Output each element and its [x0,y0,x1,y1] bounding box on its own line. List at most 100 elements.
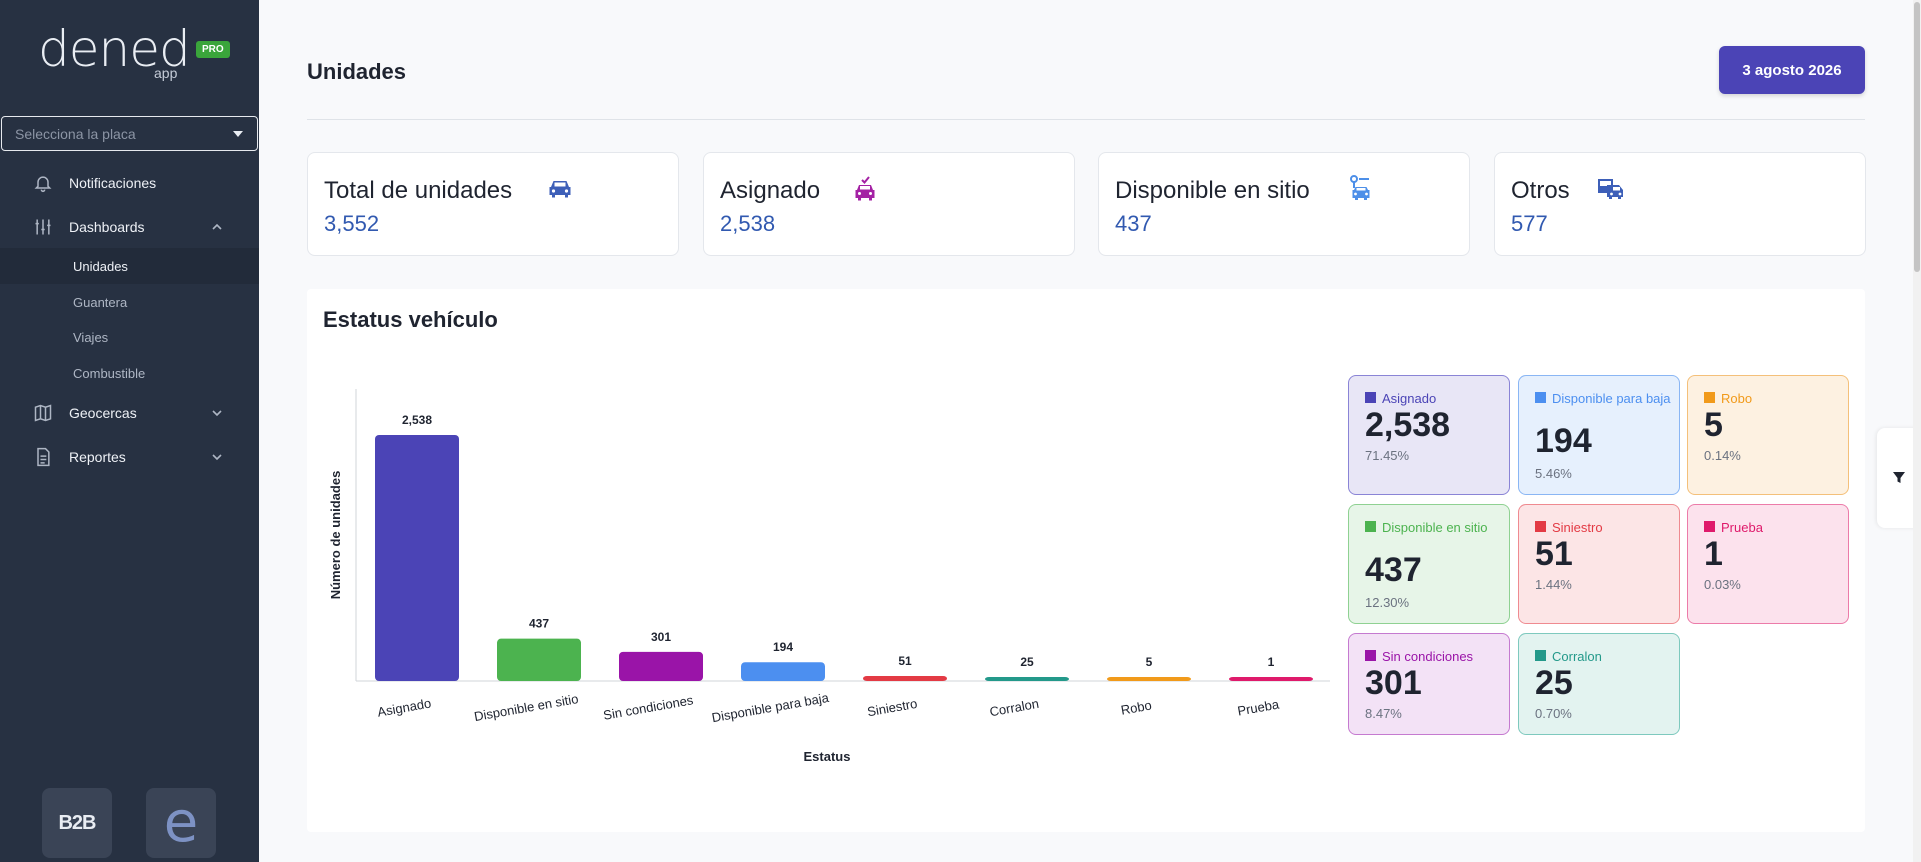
sidebar-item-notificaciones[interactable]: Notificaciones [0,163,259,203]
sidebar-subitem-viajes[interactable]: Viajes [0,319,259,355]
legend-label: Asignado [1382,391,1437,406]
brand-logo[interactable]: dened app PRO [38,20,230,86]
x-tick-label: Corralon [988,696,1040,719]
legend-percent: 12.30% [1365,595,1410,610]
bar-value-label: 25 [1020,655,1034,669]
bell-icon [34,176,52,193]
chevron-down-icon [212,410,222,417]
legend-value: 51 [1535,535,1573,573]
sidebar-item-label: Geocercas [69,405,137,421]
bar-value-label: 51 [898,654,912,668]
legend-label: Siniestro [1552,520,1603,535]
legend-value: 25 [1535,664,1573,702]
legend-value: 437 [1365,551,1422,589]
bar-value-label: 5 [1146,655,1153,669]
legend-card-robo[interactable]: Robo 5 0.14% [1687,375,1849,495]
sidebar-subitem-label: Viajes [73,329,109,345]
stat-value: 437 [1115,211,1152,236]
legend-percent: 0.70% [1535,706,1572,721]
bar-sin-condiciones[interactable] [619,651,703,681]
bar-disponible-en-sitio[interactable] [497,638,581,681]
stat-card-disponible: Disponible en sitio 437 [1098,152,1470,256]
plate-select-placeholder: Selecciona la placa [15,125,136,142]
document-icon [37,447,50,467]
legend-percent: 71.45% [1365,448,1410,463]
bar-value-label: 194 [773,640,793,654]
car-icon [549,181,571,198]
bar-value-label: 1 [1268,655,1275,669]
brand-name: dened [38,20,191,78]
sidebar-item-reportes[interactable]: Reportes [0,437,259,477]
stat-title: Total de unidades [324,177,513,204]
b2b-logo-text: B2B [58,811,96,834]
legend-color-swatch [1365,392,1376,403]
legend-value: 301 [1365,664,1422,702]
legend-color-swatch [1535,392,1546,403]
sidebar-item-label: Reportes [69,449,126,465]
sidebar-subitem-label: Guantera [73,294,128,310]
legend-percent: 5.46% [1535,466,1572,481]
bar-robo[interactable] [1107,677,1191,681]
legend-label: Prueba [1721,520,1763,535]
bar-value-label: 2,538 [402,413,432,427]
legend-value: 194 [1535,422,1592,460]
plate-select[interactable]: Selecciona la placa [1,116,258,151]
stat-title: Disponible en sitio [1115,177,1310,204]
truck-icon [1598,179,1623,199]
legend-value: 1 [1704,535,1723,573]
pro-badge: PRO [196,41,230,58]
x-tick-label: Asignado [376,695,432,719]
legend-label: Disponible para baja [1552,391,1671,406]
legend-percent: 1.44% [1535,577,1572,592]
x-tick-label: Siniestro [866,696,918,720]
stat-card-asignado: Asignado 2,538 [703,152,1075,256]
sidebar-subitem-guantera[interactable]: Guantera [0,284,259,320]
legend-card-siniestro[interactable]: Siniestro 51 1.44% [1518,504,1680,624]
legend-percent: 0.03% [1704,577,1741,592]
date-picker-button[interactable]: 3 agosto 2026 [1719,46,1865,94]
legend-percent: 0.14% [1704,448,1741,463]
bar-prueba[interactable] [1229,677,1313,681]
map-icon [34,404,52,422]
bar-disponible-para-baja[interactable] [741,662,825,681]
sidebar-item-geocercas[interactable]: Geocercas [0,393,259,433]
legend-card-corralon[interactable]: Corralon 25 0.70% [1518,633,1680,735]
bar-asignado[interactable] [375,435,459,681]
brand-sub: app [154,65,178,81]
y-axis-label: Número de unidades [328,471,343,600]
legend-label: Disponible en sitio [1382,520,1488,535]
sidebar-subitem-combustible[interactable]: Combustible [0,355,259,391]
bar-siniestro[interactable] [863,676,947,681]
legend-card-asignado[interactable]: Asignado 2,538 71.45% [1348,375,1510,495]
x-tick-label: Prueba [1236,696,1281,718]
stat-title: Otros [1511,177,1570,204]
bar-value-label: 437 [529,617,549,631]
legend-card-prueba[interactable]: Prueba 1 0.03% [1687,504,1849,624]
sidebar-subitem-label: Combustible [73,365,146,381]
legend-label: Corralon [1552,649,1602,664]
header-divider [307,119,1865,120]
scrollbar-thumb[interactable] [1914,2,1920,272]
filter-icon [1893,472,1905,483]
x-tick-label: Disponible en sitio [473,691,580,724]
b2b-logo[interactable]: B2B [42,788,112,858]
bar-corralon[interactable] [985,677,1069,681]
legend-card-sin-condiciones[interactable]: Sin condiciones 301 8.47% [1348,633,1510,735]
legend-value: 2,538 [1365,406,1451,444]
legend-color-swatch [1535,521,1546,532]
legend-card-disponible-en-sitio[interactable]: Disponible en sitio 437 12.30% [1348,504,1510,624]
legend-color-swatch [1365,650,1376,661]
page-scrollbar[interactable] [1913,0,1921,862]
stat-value: 577 [1511,211,1548,236]
sidebar-subitem-unidades[interactable]: Unidades [0,248,259,284]
x-tick-label: Sin condiciones [602,692,695,723]
sidebar-item-dashboards[interactable]: Dashboards [0,207,259,247]
e-logo[interactable]: e [146,788,216,858]
legend-label: Robo [1721,391,1753,406]
car-parked-icon [1350,175,1370,200]
chevron-up-icon [212,223,222,230]
stat-value: 2,538 [720,211,776,236]
legend-color-swatch [1365,521,1376,532]
legend-card-disponible-para-baja[interactable]: Disponible para baja 194 5.46% [1518,375,1680,495]
sidebar-item-label: Notificaciones [69,175,157,191]
